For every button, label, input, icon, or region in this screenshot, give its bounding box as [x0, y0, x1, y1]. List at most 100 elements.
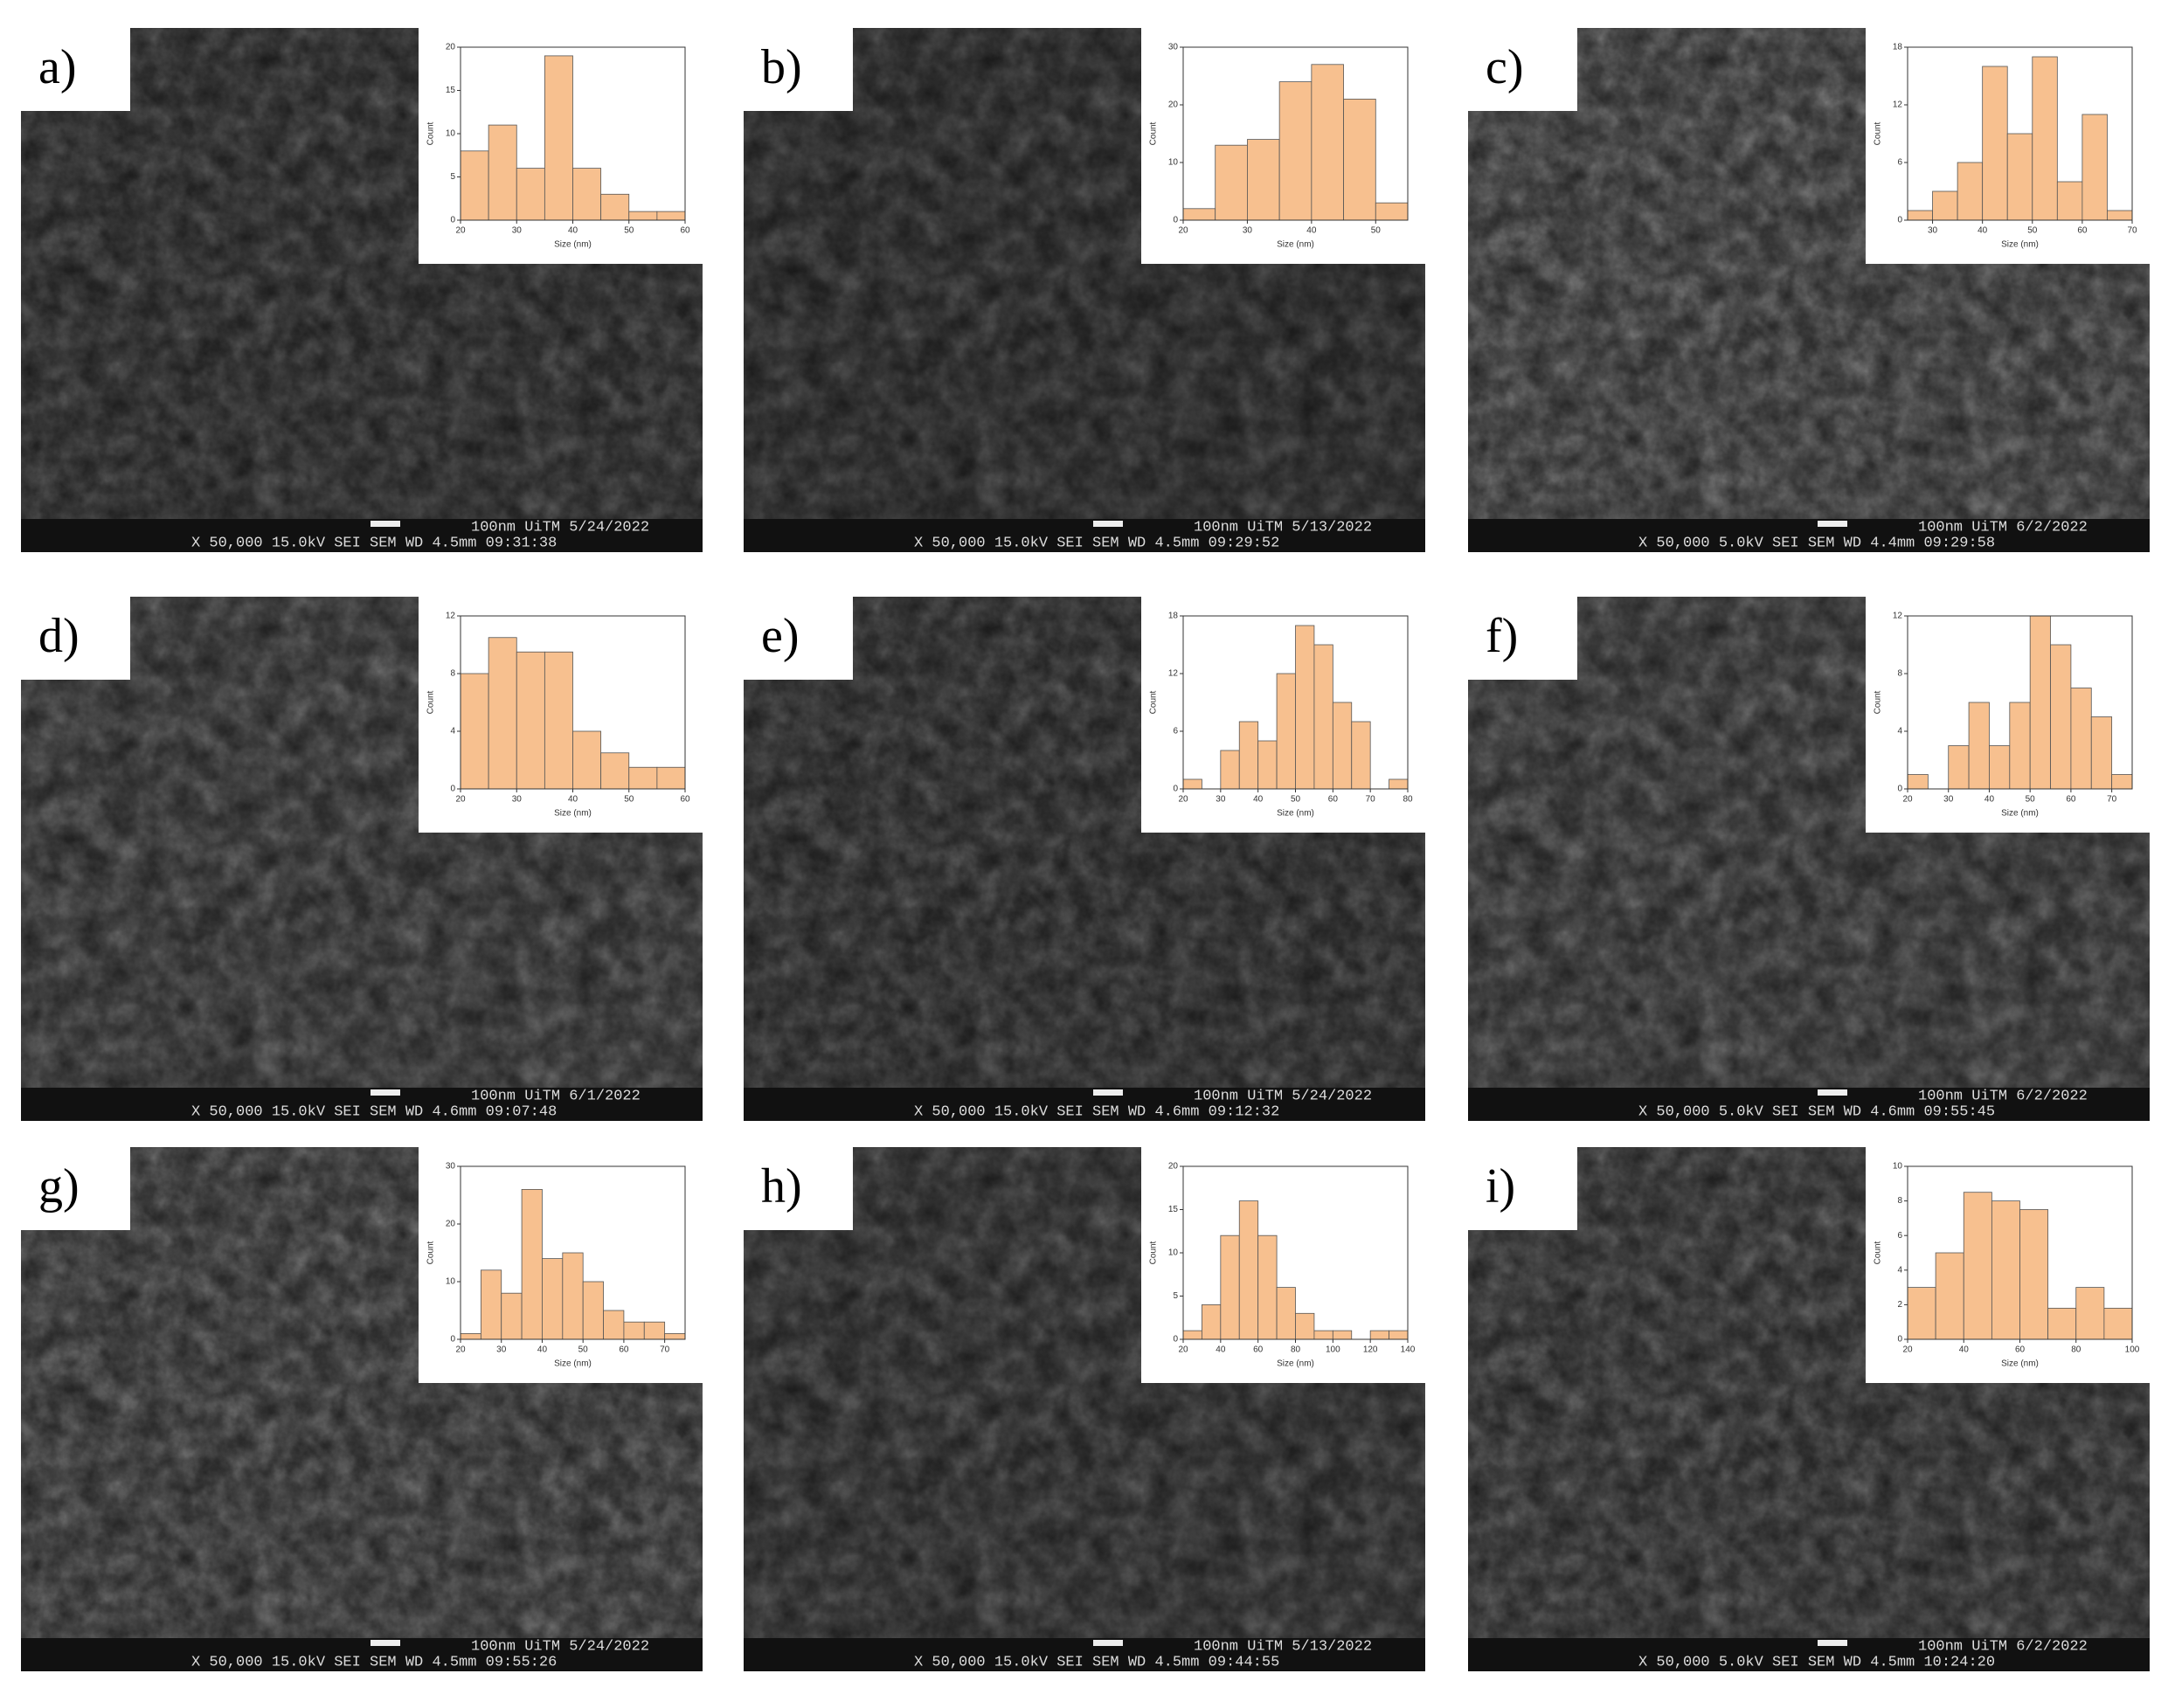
bar: [1182, 208, 1216, 221]
bar: [1907, 210, 1933, 221]
x-axis-label: Size (nm): [554, 809, 592, 819]
bar: [2111, 774, 2133, 790]
bar: [628, 766, 658, 790]
info-bottom: X 50,000 15.0kV SEI SEM WD 4.5mm 09:55:2…: [191, 1654, 557, 1670]
y-tick-label: 0: [1897, 785, 1902, 794]
histogram-inset: 20 30 40 50 60 70 80 0 6 12 18 Size (nm) Count: [1141, 597, 1425, 833]
y-tick-label: 10: [1893, 1162, 1903, 1172]
x-tick-label: 120: [1363, 1345, 1378, 1355]
y-tick-label: 4: [450, 727, 455, 736]
bar: [1989, 745, 2011, 790]
bar: [1257, 740, 1278, 790]
scale-bar: [1818, 1640, 1847, 1646]
y-tick-label: 6: [1897, 1231, 1902, 1241]
panel-label: c): [1486, 40, 1524, 94]
y-tick-label: 4: [1897, 727, 1902, 736]
x-tick-label: 30: [1928, 226, 1938, 236]
info-top: 100nm UiTM 6/2/2022: [1918, 519, 2088, 536]
panel-label: a): [38, 40, 77, 94]
x-tick-label: 70: [2127, 226, 2137, 236]
plot-frame: [1907, 46, 2133, 221]
label-box: [744, 1147, 853, 1230]
y-tick-label: 12: [446, 612, 456, 621]
x-tick-label: 50: [624, 226, 634, 236]
histogram-inset: 20 30 40 50 60 0 4 8 12 Size (nm) Count: [419, 597, 703, 833]
histogram-inset: 20 30 40 50 60 70 0 4 8 12 Size (nm) Count: [1866, 597, 2150, 833]
bar: [460, 1332, 481, 1340]
y-tick-label: 0: [1897, 216, 1902, 225]
histogram-inset: 30 40 50 60 70 0 6 12 18 Size (nm) Count: [1866, 28, 2150, 264]
bar: [501, 1292, 523, 1340]
bar: [600, 752, 630, 790]
info-bottom: X 50,000 15.0kV SEI SEM WD 4.6mm 09:07:4…: [191, 1103, 557, 1120]
bar: [1948, 745, 1970, 790]
panel-label: g): [38, 1159, 80, 1214]
bar: [572, 730, 602, 790]
bar: [1369, 1330, 1389, 1340]
x-tick-label: 60: [680, 795, 690, 805]
y-tick-label: 5: [1173, 1291, 1178, 1301]
panel-label: d): [38, 609, 80, 663]
bar: [1932, 190, 1958, 221]
info-bottom: X 50,000 5.0kV SEI SEM WD 4.5mm 10:24:20: [1638, 1654, 1995, 1670]
panel-label: h): [761, 1159, 802, 1214]
info-top: 100nm UiTM 5/13/2022: [1194, 1638, 1372, 1655]
panel-label: e): [761, 609, 800, 663]
x-tick-label: 50: [2026, 795, 2036, 805]
bar: [1182, 1330, 1202, 1340]
bar: [1907, 774, 1929, 790]
bar: [1968, 702, 1990, 790]
y-axis-label: Count: [426, 121, 436, 145]
bar: [2107, 210, 2133, 221]
histogram-inset: 20 30 40 50 60 0 5 10 15 20 Size (nm) Count: [419, 28, 703, 264]
y-tick-label: 0: [1173, 785, 1178, 794]
label-box: [1468, 1147, 1577, 1230]
bar: [460, 673, 489, 790]
y-axis-label: Count: [1874, 121, 1883, 145]
bar: [1389, 778, 1409, 790]
bar: [1238, 1200, 1259, 1340]
scale-bar: [371, 521, 400, 527]
x-axis-label: Size (nm): [554, 1359, 592, 1369]
x-tick-label: 60: [2066, 795, 2076, 805]
y-tick-label: 30: [1168, 43, 1179, 52]
info-top: 100nm UiTM 5/24/2022: [1194, 1088, 1372, 1104]
bar: [1276, 1287, 1296, 1340]
panel-label: i): [1486, 1159, 1515, 1214]
y-tick-label: 12: [1893, 612, 1903, 621]
bar: [1220, 750, 1240, 790]
scale-bar: [371, 1640, 400, 1646]
info-bar: [21, 1088, 703, 1121]
bar: [2009, 702, 2031, 790]
y-tick-label: 0: [450, 785, 455, 794]
panel-label: b): [761, 40, 802, 94]
bar: [1332, 1330, 1353, 1340]
x-tick-label: 40: [1959, 1345, 1970, 1355]
plot-frame: [1907, 615, 2133, 790]
x-tick-label: 60: [1253, 1345, 1264, 1355]
info-bottom: X 50,000 5.0kV SEI SEM WD 4.6mm 09:55:45: [1638, 1103, 1995, 1120]
x-tick-label: 60: [2077, 226, 2088, 236]
bar: [2103, 1307, 2133, 1340]
y-tick-label: 18: [1893, 43, 1903, 52]
x-axis-label: Size (nm): [2001, 809, 2039, 819]
info-bottom: X 50,000 5.0kV SEI SEM WD 4.4mm 09:29:58: [1638, 535, 1995, 551]
x-tick-label: 80: [1403, 795, 1413, 805]
bar: [1351, 721, 1371, 790]
bar: [542, 1258, 564, 1340]
bar: [628, 211, 658, 221]
info-bottom: X 50,000 15.0kV SEI SEM WD 4.5mm 09:44:5…: [914, 1654, 1279, 1670]
bar: [516, 651, 545, 790]
info-bottom: X 50,000 15.0kV SEI SEM WD 4.5mm 09:31:3…: [191, 535, 557, 551]
label-box: [1468, 28, 1577, 111]
bar: [2090, 716, 2113, 790]
y-tick-label: 20: [446, 43, 456, 52]
y-axis-label: Count: [426, 690, 436, 714]
x-tick-label: 20: [1902, 795, 1913, 805]
bar: [1313, 644, 1333, 790]
x-tick-label: 30: [1243, 226, 1253, 236]
